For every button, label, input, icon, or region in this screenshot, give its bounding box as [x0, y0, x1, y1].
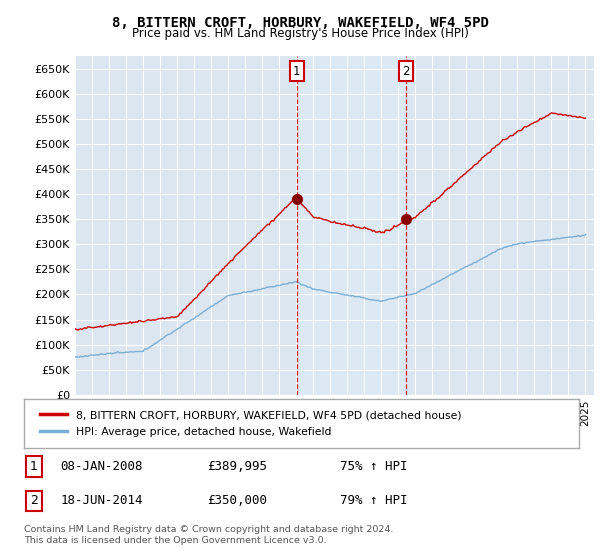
Text: 18-JUN-2014: 18-JUN-2014 [60, 494, 143, 507]
Text: 2: 2 [30, 494, 38, 507]
Text: 75% ↑ HPI: 75% ↑ HPI [340, 460, 408, 473]
Text: Contains HM Land Registry data © Crown copyright and database right 2024.
This d: Contains HM Land Registry data © Crown c… [24, 525, 394, 545]
Text: £389,995: £389,995 [207, 460, 267, 473]
Text: 8, BITTERN CROFT, HORBURY, WAKEFIELD, WF4 5PD: 8, BITTERN CROFT, HORBURY, WAKEFIELD, WF… [112, 16, 488, 30]
Bar [297, 56, 406, 395]
Text: 08-JAN-2008: 08-JAN-2008 [60, 460, 143, 473]
Legend: 8, BITTERN CROFT, HORBURY, WAKEFIELD, WF4 5PD (detached house), HPI: Average pri: 8, BITTERN CROFT, HORBURY, WAKEFIELD, WF… [35, 405, 467, 442]
Text: 1: 1 [30, 460, 38, 473]
Text: Price paid vs. HM Land Registry's House Price Index (HPI): Price paid vs. HM Land Registry's House … [131, 27, 469, 40]
Text: 79% ↑ HPI: 79% ↑ HPI [340, 494, 408, 507]
Text: 1: 1 [293, 65, 301, 78]
Text: 2: 2 [403, 65, 410, 78]
Text: £350,000: £350,000 [207, 494, 267, 507]
